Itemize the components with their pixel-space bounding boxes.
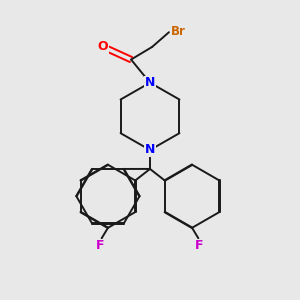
Text: O: O [98, 40, 108, 53]
Text: N: N [145, 76, 155, 89]
Text: F: F [195, 239, 204, 252]
Text: Br: Br [171, 25, 186, 38]
Text: N: N [145, 143, 155, 157]
Text: F: F [96, 239, 105, 252]
